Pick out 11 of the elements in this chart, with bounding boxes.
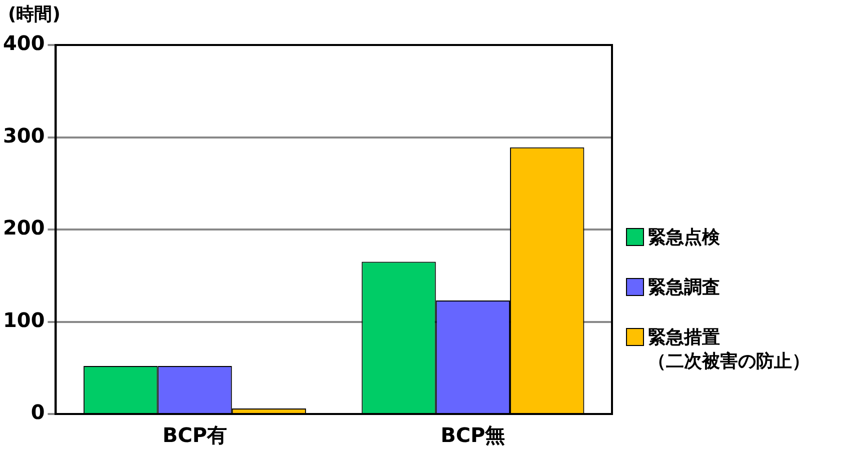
y-tick-label: 100: [3, 308, 45, 332]
y-tick-label: 300: [3, 123, 45, 148]
y-tick-label: 400: [3, 31, 45, 56]
x-tick-label: BCP有: [162, 423, 228, 448]
x-tick-label: BCP無: [440, 423, 506, 448]
y-tick-label: 0: [30, 400, 45, 424]
legend-label: 緊急点検: [648, 226, 720, 249]
legend-label: 緊急調査: [648, 276, 720, 299]
y-tick-label: 200: [3, 216, 45, 240]
legend-label: 緊急措置（二次被害の防止）: [648, 326, 811, 373]
y-axis-title: (時間): [8, 3, 60, 26]
